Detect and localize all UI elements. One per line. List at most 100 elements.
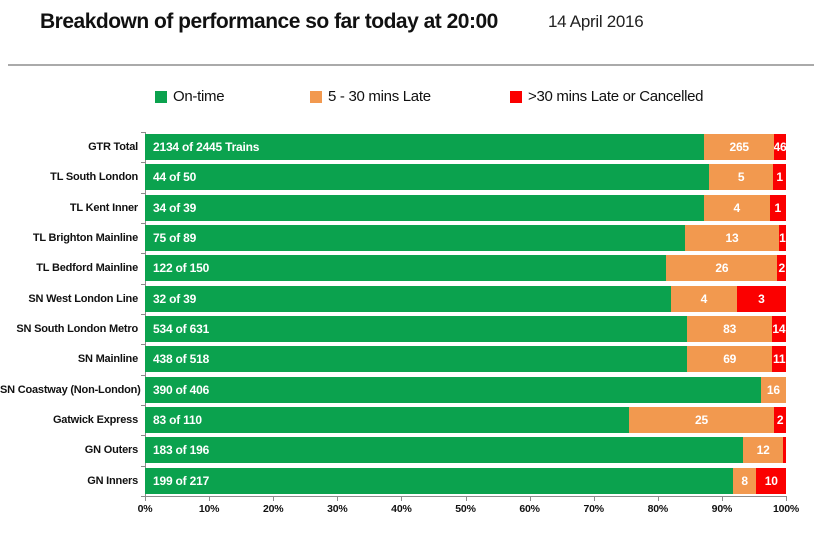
stacked-bar-chart: GTR Total 2134 of 2445 Trains 265 46 TL Sout… [0, 132, 830, 501]
category-label: TL Bedford Mainline [36, 262, 138, 275]
bar-value-label: 83 [723, 322, 737, 337]
category-label: SN South London Metro [16, 323, 138, 336]
bar-value-label: 1 [779, 231, 786, 246]
x-tick [209, 497, 211, 501]
bar-group: 438 of 518 69 11 [145, 346, 786, 373]
bar-segment: 1 [769, 194, 786, 221]
category-label: Gatwick Express [52, 414, 138, 427]
x-tick [786, 497, 787, 501]
bar-segment: 4 [703, 194, 770, 221]
bar-segment: 32 of 39 [145, 285, 671, 312]
bar-group: 75 of 89 13 1 [145, 225, 786, 252]
bar-group: 122 of 150 26 2 [145, 255, 786, 282]
bar-value-label: 534 of 631 [153, 322, 210, 337]
chart-rows: GTR Total 2134 of 2445 Trains 265 46 TL Sout… [0, 132, 786, 496]
category-label: SN West London Line [28, 292, 138, 305]
header-divider [8, 64, 814, 66]
bar-segment: 1 [773, 164, 786, 191]
bar-segment: 46 [773, 134, 786, 161]
bar-segment: 3 [736, 285, 786, 312]
x-tick-label: 100% [772, 503, 800, 515]
bar-value-label: 44 of 50 [153, 170, 197, 185]
x-tick-label: 70% [583, 503, 604, 515]
bar-value-label: 14 [772, 322, 786, 337]
chart-row: SN South London Metro 534 of 631 83 14 [0, 314, 786, 344]
bar-group: 534 of 631 83 14 [145, 316, 786, 343]
category-label: GN Outers [84, 444, 138, 457]
x-tick-label: 20% [262, 503, 284, 515]
page-title: Breakdown of performance so far today at… [40, 10, 498, 33]
bar-value-label: 438 of 518 [153, 352, 210, 367]
bar-value-label: 3 [758, 291, 765, 306]
chart-row: TL Bedford Mainline 122 of 150 26 2 [0, 253, 786, 283]
cancelled-swatch-icon [510, 90, 522, 103]
bar-segment: 25 [628, 407, 775, 434]
chart-row: SN Coastway (Non-London) 390 of 406 16 [0, 375, 786, 405]
bar-segment: 534 of 631 [145, 316, 688, 343]
bar-segment: 5 [709, 164, 774, 191]
category-label: SN Mainline [77, 353, 138, 366]
y-tick [141, 496, 145, 497]
bar-group: 199 of 217 8 10 [145, 467, 786, 494]
bar-segment: 13 [685, 225, 779, 252]
x-tick [337, 497, 339, 501]
bar-value-label: 183 of 196 [153, 443, 210, 458]
chart-row: GTR Total 2134 of 2445 Trains 265 46 [0, 132, 786, 162]
legend-item-cancelled: >30 mins Late or Cancelled [510, 88, 704, 105]
bar-segment: 8 [732, 467, 757, 494]
y-tick [141, 314, 145, 315]
late-swatch-icon [310, 90, 322, 103]
chart-row: TL Brighton Mainline 75 of 89 13 1 [0, 223, 786, 253]
bar-segment: 2 [777, 255, 786, 282]
x-tick [145, 497, 146, 501]
x-axis-labels: 0% 10% 20% 30% 40% 50% 60% 70% 80% 90% 100% [0, 503, 830, 519]
legend-item-on-time: On-time [155, 88, 225, 105]
legend-label: On-time [173, 88, 225, 105]
bar-value-label: 5 [737, 170, 745, 185]
bar-segment: 83 [687, 316, 772, 343]
bar-value-label: 199 of 217 [153, 473, 210, 488]
bar-value-label: 69 [723, 352, 737, 367]
category-label: TL Kent Inner [69, 201, 138, 214]
y-tick [141, 192, 145, 194]
legend-label: >30 mins Late or Cancelled [528, 88, 704, 105]
bar-value-label: 8 [741, 473, 748, 488]
y-tick [141, 374, 145, 376]
y-tick [141, 223, 145, 224]
chart-row: GN Inners 199 of 217 8 10 [0, 466, 786, 496]
bar-value-label: 34 of 39 [153, 200, 197, 215]
bar-segment: 199 of 217 [145, 467, 733, 494]
bar-value-label: 25 [695, 413, 708, 428]
x-tick-label: 50% [455, 503, 476, 515]
x-tick-label: 0% [137, 503, 153, 515]
chart-row: GN Outers 183 of 196 12 [0, 435, 786, 465]
bar-value-label: 75 of 89 [153, 231, 197, 246]
x-tick-label: 10% [198, 503, 220, 515]
bar-value-label: 2 [778, 261, 785, 276]
bar-segment: 26 [666, 255, 778, 282]
y-tick [141, 405, 145, 406]
x-tick [529, 497, 531, 501]
x-axis-line [145, 496, 787, 497]
chart-row: SN Mainline 438 of 518 69 11 [0, 344, 786, 374]
category-label: GN Inners [87, 474, 138, 487]
bar-value-label: 32 of 39 [153, 291, 197, 306]
bar-segment: 16 [760, 376, 786, 403]
bar-value-label: 46 [773, 140, 786, 155]
bar-value-label: 12 [756, 443, 770, 458]
x-tick-label: 90% [711, 503, 733, 515]
chart-row: TL South London 44 of 50 5 1 [0, 162, 786, 192]
bar-segment: 34 of 39 [145, 194, 704, 221]
bar-segment: 122 of 150 [145, 255, 667, 282]
bar-value-label: 13 [725, 231, 739, 246]
bar-segment: 2 [774, 407, 786, 434]
chart-row: TL Kent Inner 34 of 39 4 1 [0, 193, 786, 223]
bar-segment: 44 of 50 [145, 164, 710, 191]
bar-segment: 265 [704, 134, 774, 161]
legend-item-late: 5 - 30 mins Late [310, 88, 431, 105]
category-label: GTR Total [88, 141, 138, 154]
bar-value-label: 1 [776, 170, 783, 185]
bar-group: 44 of 50 5 1 [145, 164, 786, 191]
x-tick-label: 80% [647, 503, 669, 515]
